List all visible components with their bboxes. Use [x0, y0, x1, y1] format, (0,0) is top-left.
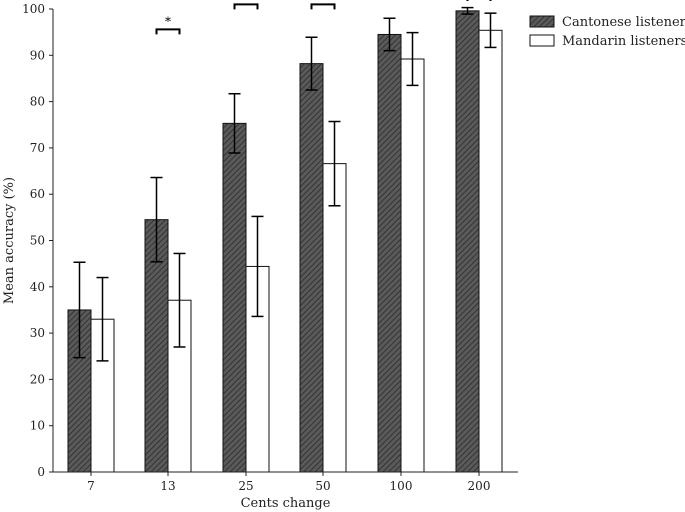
legend-label-mandarin: Mandarin listeners: [562, 34, 685, 49]
bar-cantonese: [377, 33, 402, 473]
bar-mandarin: [400, 58, 425, 473]
y-tick-label: 80: [30, 95, 45, 109]
significance-bracket: [310, 3, 336, 10]
y-tick-label: 30: [30, 326, 45, 340]
x-tick-label: 100: [390, 479, 413, 493]
bar-cantonese: [299, 63, 324, 473]
significance-label: ***: [237, 0, 255, 3]
x-axis-label: Cents change: [241, 496, 331, 511]
y-tick-label: 10: [30, 419, 45, 433]
x-tick-label: 200: [468, 479, 491, 493]
y-tick-label: 20: [30, 372, 45, 386]
x-tick-label: 50: [315, 479, 330, 493]
y-tick-label: 70: [30, 141, 45, 155]
bar-mandarin: [478, 29, 503, 473]
significance-bracket: [466, 0, 492, 2]
significance-label: *: [165, 14, 171, 28]
y-tick-label: 60: [30, 187, 45, 201]
plot-area: ********: [67, 0, 503, 473]
legend: Cantonese listeners Mandarin listeners: [529, 15, 685, 49]
x-tick-label: 7: [87, 479, 95, 493]
y-tick-label: 90: [30, 48, 45, 62]
bar-mandarin: [322, 163, 347, 473]
legend-swatch-mandarin: [529, 34, 555, 47]
legend-label-cantonese: Cantonese listeners: [562, 15, 685, 30]
axes: 0 10 20 30 40 50 60 70 80 90 100 7 13 25 50 100 200 Cents…: [2, 2, 518, 511]
y-tick-label: 50: [30, 234, 45, 248]
x-tick-label: 25: [238, 479, 253, 493]
x-tick-label: 13: [160, 479, 175, 493]
y-axis-label: Mean accuracy (%): [2, 177, 17, 304]
significance-bracket: [233, 3, 259, 10]
legend-swatch-cantonese: [529, 15, 555, 28]
bar-cantonese: [455, 10, 480, 473]
y-tick-label: 0: [37, 465, 45, 479]
y-tick-label: 100: [22, 2, 45, 16]
significance-bracket: [155, 28, 181, 35]
bar-cantonese: [222, 122, 247, 473]
significance-label: ***: [314, 0, 332, 3]
y-tick-label: 40: [30, 280, 45, 294]
